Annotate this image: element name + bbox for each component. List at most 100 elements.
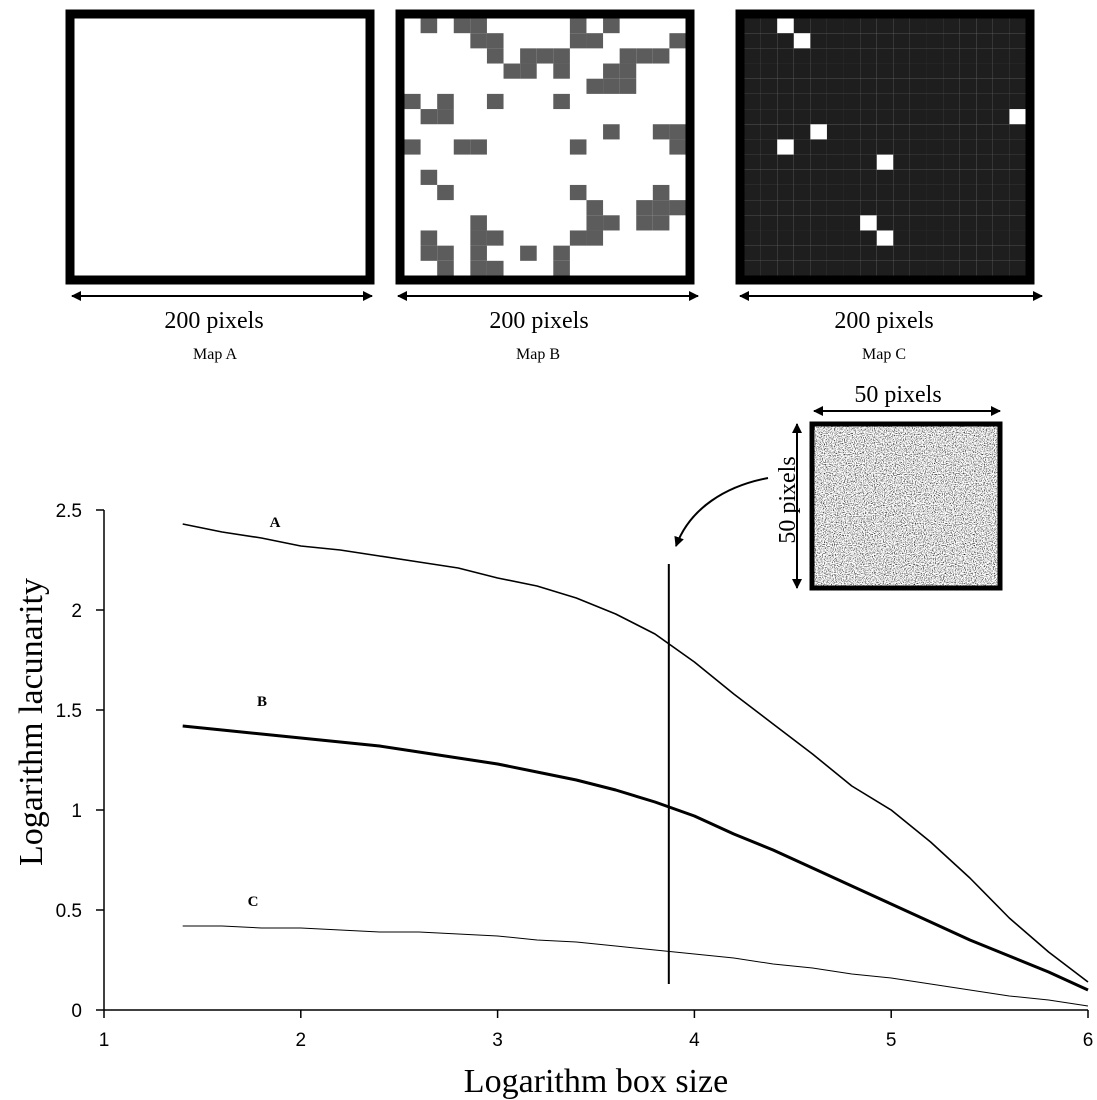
map-cell bbox=[744, 184, 761, 201]
map-cell bbox=[536, 48, 554, 64]
map-cell bbox=[909, 63, 927, 79]
series-line-a bbox=[182, 523, 1089, 983]
map-cell bbox=[909, 260, 927, 276]
map-cell bbox=[744, 63, 761, 79]
map-cell bbox=[860, 18, 877, 34]
map-cell bbox=[909, 200, 927, 216]
map-cell bbox=[976, 48, 993, 64]
map-cell bbox=[793, 184, 811, 201]
map-cell bbox=[826, 124, 844, 140]
map-cell bbox=[437, 260, 454, 276]
map-cell bbox=[470, 139, 487, 155]
map-cell bbox=[486, 230, 504, 246]
map-cell bbox=[843, 124, 861, 140]
map-cell bbox=[893, 245, 910, 261]
map-b-panel: 200 pixels Map B bbox=[395, 9, 699, 363]
map-cell bbox=[860, 200, 877, 216]
map-cell bbox=[586, 33, 604, 49]
map-cell bbox=[893, 260, 910, 276]
map-cell bbox=[669, 124, 686, 140]
map-cell bbox=[810, 18, 827, 34]
map-cell bbox=[976, 78, 993, 94]
map-cell bbox=[976, 33, 993, 49]
map-cell bbox=[943, 230, 960, 246]
map-cell bbox=[926, 18, 944, 34]
map-cell bbox=[603, 78, 620, 94]
map-cell bbox=[810, 109, 827, 125]
map-cell bbox=[810, 230, 827, 246]
map-cell bbox=[777, 215, 794, 231]
map-cell bbox=[959, 245, 977, 261]
map-cell bbox=[652, 215, 670, 231]
map-cell bbox=[744, 154, 761, 170]
map-cell bbox=[1009, 215, 1026, 231]
inset-height-label: 50 pixels bbox=[775, 456, 801, 543]
map-cell bbox=[760, 184, 778, 201]
map-cell bbox=[760, 78, 778, 94]
map-cell bbox=[777, 230, 794, 246]
map-cell bbox=[926, 154, 944, 170]
map-cell bbox=[992, 245, 1010, 261]
map-cell bbox=[843, 245, 861, 261]
map-cell bbox=[943, 169, 960, 185]
map-cell bbox=[652, 48, 670, 64]
map-cell bbox=[437, 245, 454, 261]
map-cell bbox=[810, 215, 827, 231]
map-cell bbox=[777, 200, 794, 216]
map-cell bbox=[943, 200, 960, 216]
map-cell bbox=[926, 260, 944, 276]
map-cell bbox=[909, 48, 927, 64]
map-cell bbox=[744, 260, 761, 276]
map-cell bbox=[909, 93, 927, 110]
map-cell bbox=[520, 63, 537, 79]
y-axis-title: Logarithm lacunarity bbox=[13, 578, 50, 866]
map-cell bbox=[893, 184, 910, 201]
map-cell bbox=[826, 184, 844, 201]
x-axis-title: Logarithm box size bbox=[464, 1063, 728, 1100]
map-cell bbox=[810, 78, 827, 94]
map-cell bbox=[992, 33, 1010, 49]
map-cell bbox=[470, 215, 487, 231]
map-cell bbox=[843, 154, 861, 170]
map-cell bbox=[909, 124, 927, 140]
map-cell bbox=[909, 245, 927, 261]
map-cell bbox=[760, 33, 778, 49]
map-cell bbox=[793, 230, 811, 246]
map-cell bbox=[959, 18, 977, 34]
map-cell bbox=[826, 33, 844, 49]
map-cell bbox=[959, 169, 977, 185]
map-cell bbox=[437, 109, 454, 125]
map-cell bbox=[876, 245, 894, 261]
map-cell bbox=[860, 154, 877, 170]
map-cell bbox=[793, 109, 811, 125]
map-cell bbox=[876, 169, 894, 185]
map-cell bbox=[959, 260, 977, 276]
map-cell bbox=[893, 63, 910, 79]
map-cell bbox=[603, 124, 620, 140]
map-cell bbox=[943, 215, 960, 231]
map-cell bbox=[909, 169, 927, 185]
map-cell bbox=[843, 215, 861, 231]
map-cell bbox=[843, 63, 861, 79]
map-cell bbox=[992, 48, 1010, 64]
map-cell bbox=[760, 245, 778, 261]
map-cell bbox=[943, 18, 960, 34]
map-cell bbox=[793, 154, 811, 170]
map-cell bbox=[893, 124, 910, 140]
map-cell bbox=[943, 63, 960, 79]
map-cell bbox=[486, 93, 504, 110]
map-cell bbox=[652, 124, 670, 140]
map-cell bbox=[810, 154, 827, 170]
map-cell bbox=[843, 260, 861, 276]
map-b-cell-pattern bbox=[404, 18, 686, 276]
map-cell bbox=[810, 48, 827, 64]
map-cell bbox=[893, 18, 910, 34]
map-cell bbox=[909, 154, 927, 170]
map-cell bbox=[420, 109, 438, 125]
map-cell bbox=[876, 33, 894, 49]
x-tick-label: 2 bbox=[296, 1030, 307, 1051]
map-cell bbox=[553, 260, 570, 276]
map-cell bbox=[909, 18, 927, 34]
map-cell bbox=[744, 109, 761, 125]
map-cell bbox=[976, 245, 993, 261]
